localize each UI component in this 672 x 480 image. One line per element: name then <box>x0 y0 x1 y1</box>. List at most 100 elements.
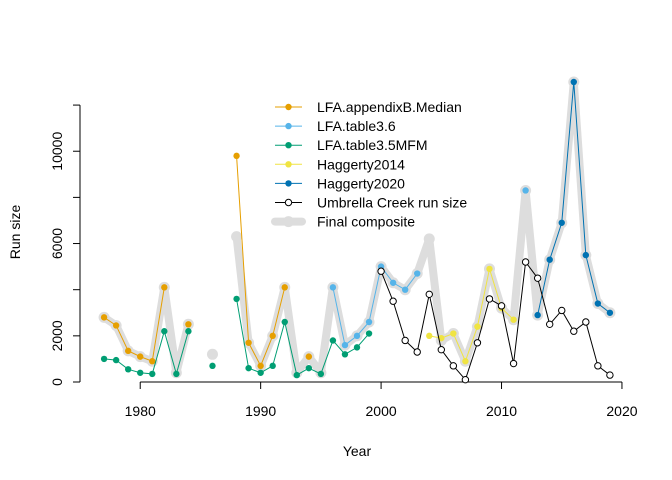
data-point <box>438 334 445 342</box>
data-point <box>558 219 565 226</box>
data-point <box>149 370 156 378</box>
series-line <box>380 260 611 381</box>
data-point <box>474 323 481 330</box>
data-point <box>185 321 192 328</box>
legend-label: Final composite <box>317 214 415 230</box>
data-point <box>594 362 602 370</box>
axes: 1980 1990 2000 2010 2020 0 2000 6000 10000 <box>49 104 638 419</box>
data-point <box>606 309 614 316</box>
x-tick-label: 2000 <box>366 403 397 419</box>
data-point <box>245 339 252 346</box>
data-point <box>209 362 216 370</box>
data-point <box>137 369 144 376</box>
data-point <box>521 258 530 266</box>
data-point <box>509 359 518 368</box>
data-point <box>522 187 529 194</box>
data-point <box>245 364 252 372</box>
data-point <box>365 330 373 337</box>
data-point <box>437 345 446 354</box>
data-point <box>329 337 337 344</box>
legend-swatch-marker <box>284 198 293 207</box>
legend-item: Final composite <box>271 214 415 230</box>
data-point <box>305 364 313 372</box>
x-tick-label: 2010 <box>486 403 517 419</box>
data-point <box>100 355 108 363</box>
data-point <box>185 328 192 335</box>
composite-point <box>206 348 218 360</box>
data-point <box>462 358 469 365</box>
x-axis-title: Year <box>343 443 372 459</box>
y-tick-label: 6000 <box>49 228 65 259</box>
data-point <box>582 318 590 326</box>
legend-swatch-marker <box>283 216 294 228</box>
data-point <box>281 284 288 291</box>
data-point <box>161 284 168 291</box>
series-lfa-appendixb-median <box>100 152 313 370</box>
legend-label: LFA.table3.6 <box>317 118 396 134</box>
data-point <box>329 284 337 291</box>
legend: LFA.appendixB.Median LFA.table3.6 LFA.tabl… <box>271 99 467 230</box>
data-point <box>473 339 482 347</box>
data-point <box>149 358 156 365</box>
data-point <box>486 265 493 273</box>
data-point <box>281 318 288 326</box>
data-point <box>401 336 409 345</box>
data-point <box>485 295 494 303</box>
legend-item: Haggerty2014 <box>275 156 405 172</box>
data-point <box>461 375 470 384</box>
data-point <box>341 351 349 358</box>
data-point <box>341 341 349 349</box>
data-point <box>257 362 264 370</box>
legend-item: LFA.table3.5MFM <box>275 137 428 153</box>
data-point <box>353 344 361 351</box>
data-point <box>173 370 180 378</box>
x-tick-label: 1980 <box>125 403 156 419</box>
series-lfa-table3-5mfm <box>100 295 373 379</box>
data-point <box>413 348 421 356</box>
legend-swatch-marker <box>285 161 292 168</box>
data-point <box>112 322 120 329</box>
data-point <box>414 270 421 277</box>
data-point <box>365 318 373 326</box>
legend-swatch-marker <box>285 122 292 130</box>
legend-label: Umbrella Creek run size <box>317 195 467 211</box>
data-point <box>161 328 168 335</box>
legend-swatch-marker <box>285 142 292 149</box>
data-point <box>317 370 325 378</box>
legend-label: Haggerty2014 <box>317 156 405 172</box>
series-haggerty2020 <box>534 78 614 319</box>
data-point <box>389 297 397 305</box>
composite-point <box>423 233 435 245</box>
legend-label: Haggerty2020 <box>317 175 405 191</box>
data-point <box>606 371 614 379</box>
data-point <box>233 152 240 160</box>
data-point <box>450 330 457 337</box>
data-point <box>582 251 590 259</box>
legend-label: LFA.table3.5MFM <box>317 137 428 153</box>
data-point <box>257 369 264 376</box>
data-point <box>377 267 385 275</box>
y-axis-title: Run size <box>7 205 23 260</box>
data-point <box>425 290 433 299</box>
data-point <box>497 302 506 310</box>
data-point <box>233 295 240 303</box>
data-point <box>100 314 108 321</box>
data-point <box>124 366 132 373</box>
data-point <box>426 332 433 340</box>
data-point <box>389 279 397 286</box>
series-lfa-table3-6 <box>329 187 529 349</box>
data-point <box>545 320 554 329</box>
legend-swatch-marker <box>285 103 292 111</box>
data-point <box>353 332 361 340</box>
legend-item: Umbrella Creek run size <box>275 195 467 211</box>
data-point <box>510 316 517 323</box>
data-point <box>570 327 578 335</box>
series-umbrella-creek-run-size <box>377 258 614 384</box>
legend-label: LFA.appendixB.Median <box>317 99 462 115</box>
series-layer <box>100 78 614 384</box>
y-tick-label: 0 <box>49 378 65 386</box>
legend-item: LFA.appendixB.Median <box>275 99 462 115</box>
data-point <box>137 353 144 360</box>
data-point <box>546 256 553 263</box>
